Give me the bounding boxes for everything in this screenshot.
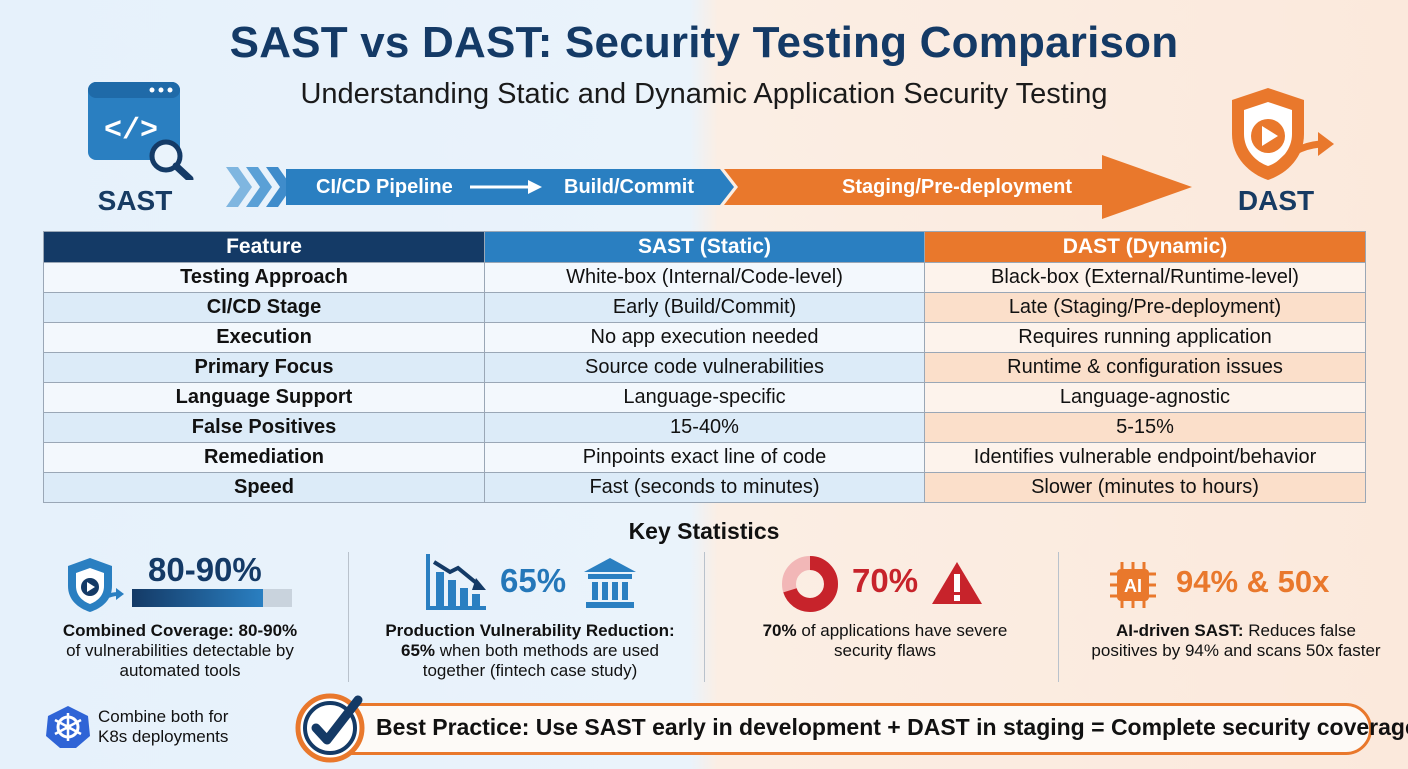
reduction-description: Production Vulnerability Reduction: 65% …: [370, 621, 690, 681]
stats-title: Key Statistics: [628, 518, 780, 544]
code-window-icon: </>: [88, 82, 194, 183]
sast-cell: 15-40%: [484, 412, 925, 443]
sast-cell: Early (Build/Commit): [484, 292, 925, 323]
coverage-description: Combined Coverage: 80-90% of vulnerabili…: [30, 621, 330, 681]
table-header-row: Feature SAST (Static) DAST (Dynamic): [43, 231, 1366, 263]
dast-cell: Late (Staging/Pre-deployment): [924, 292, 1366, 323]
feature-cell: Language Support: [43, 382, 485, 413]
best-practice-text: Best Practice: Use SAST early in develop…: [376, 714, 1408, 740]
coverage-value: 80-90%: [148, 551, 262, 588]
table-row: Testing Approach White-box (Internal/Cod…: [43, 262, 1366, 293]
sast-cell: Language-specific: [484, 382, 925, 413]
reduction-text: when both methods are used together (fin…: [422, 641, 660, 680]
sast-cell: Fast (seconds to minutes): [484, 472, 925, 503]
reduction-value: 65%: [500, 562, 567, 599]
sast-cell: Pinpoints exact line of code: [484, 442, 925, 473]
dast-cell: Identifies vulnerable endpoint/behavior: [924, 442, 1366, 473]
ai-description: AI-driven SAST: Reduces false positives …: [1086, 621, 1386, 661]
flaws-description: 70% of applications have severe security…: [740, 621, 1030, 661]
dast-cell: Black-box (External/Runtime-level): [924, 262, 1366, 293]
coverage-progress-bar: [132, 589, 292, 607]
dast-cell: Slower (minutes to hours): [924, 472, 1366, 503]
coverage-icon: [64, 556, 126, 617]
feature-cell: CI/CD Stage: [43, 292, 485, 323]
sast-cell: White-box (Internal/Code-level): [484, 262, 925, 293]
shield-play-icon: [1232, 88, 1334, 180]
sast-cell: No app execution needed: [484, 322, 925, 353]
flaws-text: of applications have severe security fla…: [801, 621, 1008, 660]
feature-cell: Remediation: [43, 442, 485, 473]
sast-cell: Source code vulnerabilities: [484, 352, 925, 383]
declining-chart-icon: [424, 552, 488, 615]
kubernetes-icon: [44, 704, 92, 755]
ai-chip-icon: AI: [1108, 560, 1158, 615]
checkmark-badge-icon: [292, 690, 372, 769]
coverage-progress-fill: [132, 589, 264, 607]
ai-bold: AI-driven SAST:: [1116, 621, 1244, 640]
header-feature: Feature: [43, 231, 485, 263]
feature-cell: Execution: [43, 322, 485, 353]
warning-icon: [930, 560, 984, 611]
dast-cell: Language-agnostic: [924, 382, 1366, 413]
bank-icon: [582, 556, 638, 615]
stats-divider: [704, 552, 705, 682]
table-row: False Positives 15-40% 5-15%: [43, 412, 1366, 443]
donut-chart-icon: [780, 554, 840, 619]
dast-label: DAST: [1237, 185, 1315, 216]
pipeline-stage-build: Build/Commit: [564, 176, 694, 198]
page-title: SAST vs DAST: Security Testing Compariso…: [229, 18, 1179, 67]
dast-cell: Runtime & configuration issues: [924, 352, 1366, 383]
feature-cell: Speed: [43, 472, 485, 503]
comparison-table: Feature SAST (Static) DAST (Dynamic) Tes…: [43, 231, 1366, 503]
flaws-value: 70%: [852, 562, 919, 599]
dast-logo: [1226, 84, 1346, 189]
coverage-bold: Combined Coverage: 80-90%: [62, 621, 298, 640]
table-row: Primary Focus Source code vulnerabilitie…: [43, 352, 1366, 383]
dast-cell: 5-15%: [924, 412, 1366, 443]
feature-cell: Testing Approach: [43, 262, 485, 293]
sast-logo: </>: [86, 80, 196, 185]
feature-cell: False Positives: [43, 412, 485, 443]
dast-cell: Requires running application: [924, 322, 1366, 353]
page-subtitle: Understanding Static and Dynamic Applica…: [300, 78, 1108, 110]
svg-text:</>: </>: [104, 114, 158, 148]
ai-text: Reduces false positives by 94% and scans…: [1091, 621, 1381, 660]
ai-value: 94% & 50x: [1176, 564, 1330, 599]
best-practice-banner: [300, 703, 1372, 755]
pipeline-arrow: [222, 155, 1197, 224]
table-row: Remediation Pinpoints exact line of code…: [43, 442, 1366, 473]
ai-chip-label: AI: [1124, 576, 1142, 596]
stats-divider: [1058, 552, 1059, 682]
coverage-text: of vulnerabilities detectable by automat…: [66, 641, 294, 680]
pipeline-stage-cicd: CI/CD Pipeline: [316, 176, 453, 198]
stats-divider: [348, 552, 349, 682]
donut-arc: [782, 556, 838, 612]
reduction-bold: Production Vulnerability Reduction:: [385, 621, 675, 640]
header-dast: DAST (Dynamic): [924, 231, 1366, 263]
flaws-bold: 70%: [762, 621, 797, 640]
reduction-bold-value: 65%: [400, 641, 436, 660]
k8s-note: Combine both for K8s deployments: [98, 707, 229, 746]
table-row: Speed Fast (seconds to minutes) Slower (…: [43, 472, 1366, 503]
table-row: CI/CD Stage Early (Build/Commit) Late (S…: [43, 292, 1366, 323]
pipeline-stage-staging: Staging/Pre-deployment: [842, 176, 1073, 198]
feature-cell: Primary Focus: [43, 352, 485, 383]
table-row: Language Support Language-specific Langu…: [43, 382, 1366, 413]
header-sast: SAST (Static): [484, 231, 925, 263]
table-row: Execution No app execution needed Requir…: [43, 322, 1366, 353]
sast-label: SAST: [97, 185, 173, 216]
